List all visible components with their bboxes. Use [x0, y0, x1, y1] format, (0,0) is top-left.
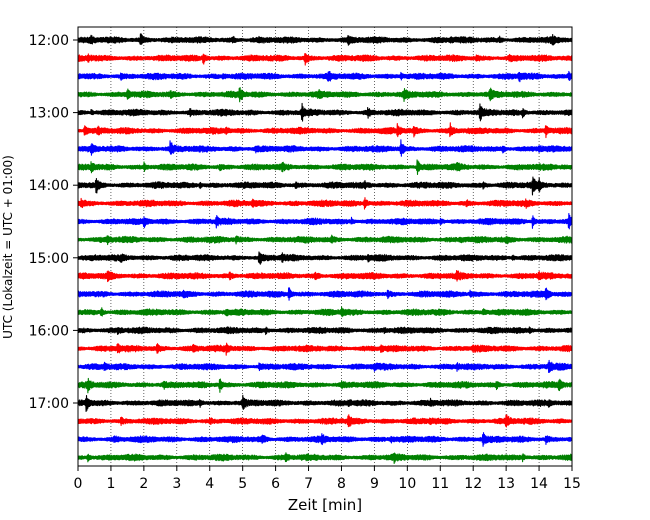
- x-tick-label-15: 15: [563, 476, 581, 492]
- grid-layer: [110, 27, 540, 466]
- trace-layer: [77, 33, 573, 465]
- x-tick-label-6: 6: [271, 476, 280, 492]
- x-tick-label-0: 0: [74, 476, 83, 492]
- x-tick-label-11: 11: [431, 476, 449, 492]
- x-tick-label-14: 14: [530, 476, 548, 492]
- x-tick-label-5: 5: [238, 476, 247, 492]
- y-axis-label: UTC (Lokalzeit = UTC + 01:00): [1, 155, 15, 339]
- plot-frame: [77, 26, 573, 467]
- y-tick-label-16:00: 16:00: [29, 323, 69, 339]
- y-tick-label-13:00: 13:00: [29, 106, 69, 122]
- trace-12:15: [77, 53, 573, 66]
- x-tick-label-10: 10: [398, 476, 416, 492]
- x-tick-label-12: 12: [464, 476, 482, 492]
- x-tick-label-4: 4: [205, 476, 214, 492]
- y-tick-label-12:00: 12:00: [29, 33, 69, 49]
- x-axis: 0 1 2 3 4 5 6 7 8 9 10 11 12 13 14 15: [74, 466, 581, 492]
- y-tick-label-15:00: 15:00: [29, 251, 69, 267]
- x-tick-label-9: 9: [370, 476, 379, 492]
- x-tick-label-13: 13: [497, 476, 515, 492]
- y-tick-label-14:00: 14:00: [29, 178, 69, 194]
- x-tick-label-3: 3: [172, 476, 181, 492]
- x-tick-label-2: 2: [139, 476, 148, 492]
- y-axis: 12:00 13:00 14:00 15:00 16:00 17:00: [29, 33, 78, 412]
- y-tick-label-17:00: 17:00: [29, 396, 69, 412]
- x-tick-label-8: 8: [337, 476, 346, 492]
- x-tick-label-7: 7: [304, 476, 313, 492]
- x-axis-label: Zeit [min]: [288, 496, 362, 514]
- x-tick-label-1: 1: [106, 476, 115, 492]
